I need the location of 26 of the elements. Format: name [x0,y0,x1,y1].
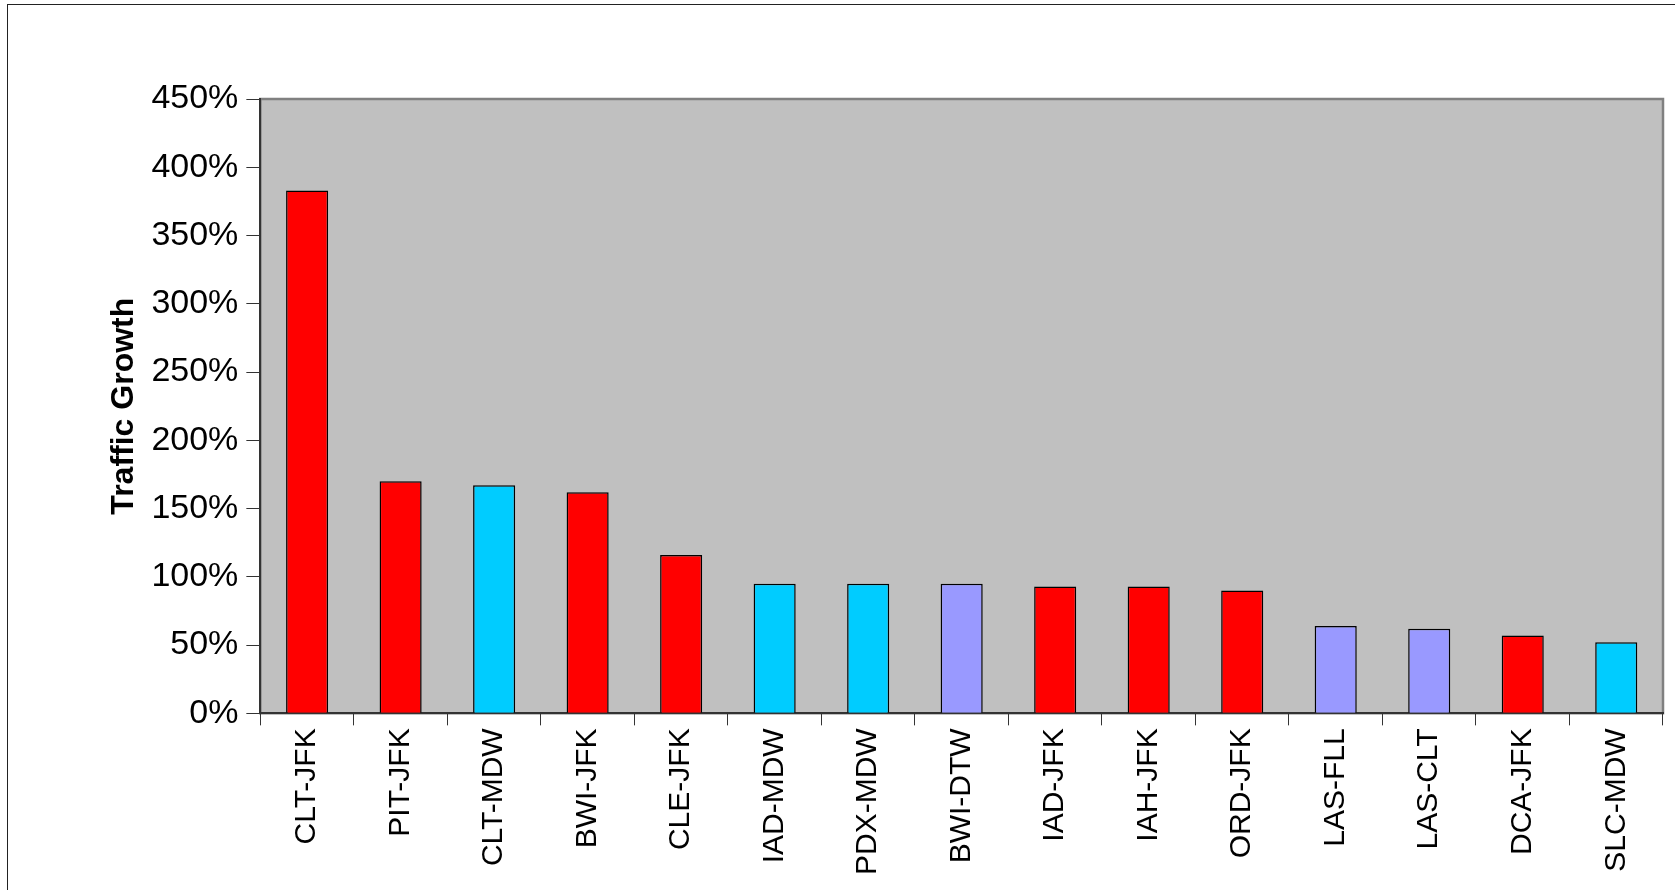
x-tick-label: SLC-MDW [1597,727,1631,872]
x-tick-label: BWI-JFK [568,728,602,849]
y-tick-label: 450% [151,77,239,116]
x-tick-label: LAS-CLT [1410,728,1444,850]
y-tick-label: 50% [170,623,239,662]
x-tick-label: ORD-JFK [1223,728,1257,859]
y-tick-label: 350% [151,213,239,252]
y-tick-label: 400% [151,145,239,184]
x-tick-label: PDX-MDW [849,727,883,876]
y-axis-title: Traffic Growth [104,297,141,515]
y-tick-label: 100% [151,555,239,594]
y-tick-label: 150% [151,486,239,525]
y-tick-label: 200% [151,418,239,457]
x-tick-label: BWI-DTW [942,727,976,864]
x-tick-label: CLT-MDW [475,727,509,867]
x-tick-label: IAD-JFK [1036,728,1070,842]
y-tick-label: 300% [151,282,239,321]
x-tick-label: LAS-FLL [1316,728,1350,847]
x-tick-label: DCA-JFK [1504,728,1537,856]
y-tick-label: 250% [151,350,239,389]
x-tick-label: PIT-JFK [381,728,415,837]
x-tick-label: CLE-JFK [662,728,696,851]
x-tick-label: IAD-MDW [755,727,789,864]
y-tick-label: 0% [189,691,239,730]
x-tick-label: CLT-JFK [288,728,322,845]
x-tick-label: IAH-JFK [1129,728,1163,842]
